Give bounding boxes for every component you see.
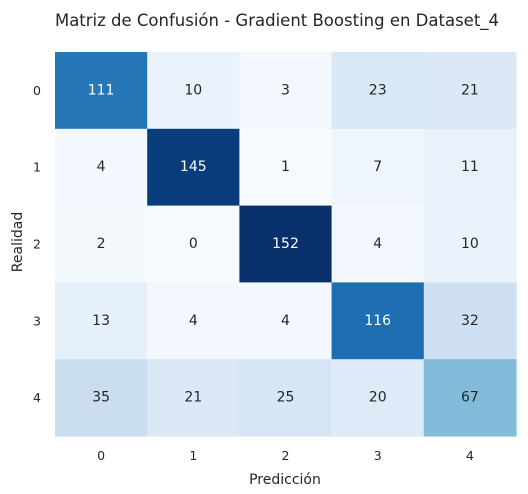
x-tick-label-3: 3 <box>374 448 382 463</box>
heatmap-cell-3-2 <box>239 282 333 360</box>
heatmap-cell-1-2 <box>239 128 333 207</box>
heatmap-cell-4-1 <box>147 359 240 437</box>
y-tick-label-0: 0 <box>33 83 41 98</box>
cell-value-label-2-2: 152 <box>272 236 299 252</box>
heatmap-cell-1-0 <box>55 128 148 207</box>
x-tick-labels: 0 1 2 3 4 <box>97 448 474 463</box>
y-tick-label-3: 3 <box>33 313 41 328</box>
heatmap-cell-2-3 <box>331 205 425 283</box>
cell-value-label-0-0: 111 <box>88 82 115 98</box>
cell-value-label-1-0: 4 <box>97 159 106 175</box>
chart-title: Matriz de Confusión - Gradient Boosting … <box>55 11 499 31</box>
heatmap-cell-4-0 <box>55 359 148 437</box>
cell-value-label-0-2: 3 <box>281 82 290 98</box>
cell-value-label-4-4: 67 <box>461 390 479 406</box>
heatmap-cell-2-0 <box>55 205 148 283</box>
heatmap-cell-3-1 <box>147 282 240 360</box>
cell-value-label-1-3: 7 <box>373 159 382 175</box>
cell-value-label-2-1: 0 <box>189 236 198 252</box>
cell-value-label-0-3: 23 <box>369 82 387 98</box>
heatmap-cell-0-3 <box>331 52 425 130</box>
cell-value-label-4-2: 25 <box>277 390 295 406</box>
cell-value-label-1-2: 1 <box>281 159 290 175</box>
cell-value-label-4-0: 35 <box>92 390 110 406</box>
heatmap-cell-3-3 <box>331 282 425 360</box>
cell-value-label-1-1: 145 <box>180 159 207 175</box>
cell-value-label-2-3: 4 <box>373 236 382 252</box>
heatmap-cell-1-1 <box>147 128 240 207</box>
y-tick-label-1: 1 <box>33 160 41 175</box>
heatmap-cell-0-4 <box>423 52 517 130</box>
cell-value-label-3-4: 32 <box>461 313 479 329</box>
heatmap-cell-1-3 <box>331 128 425 207</box>
heatmap-cell-4-3 <box>331 359 425 437</box>
heatmap-cell-3-4 <box>423 282 517 360</box>
heatmap-cell-1-4 <box>423 128 517 207</box>
cell-value-label-1-4: 11 <box>461 159 479 175</box>
cell-value-label-2-4: 10 <box>461 236 479 252</box>
cell-value-label-4-3: 20 <box>369 390 387 406</box>
cell-value-label-3-0: 13 <box>92 313 110 329</box>
x-tick-label-0: 0 <box>97 448 105 463</box>
x-tick-label-1: 1 <box>189 448 197 463</box>
heatmap-cell-2-4 <box>423 205 517 283</box>
y-axis-label: Realidad <box>10 212 26 272</box>
cell-value-label-3-3: 116 <box>364 313 391 329</box>
heatmap-cell-4-2 <box>239 359 333 437</box>
cell-value-label-0-1: 10 <box>184 82 202 98</box>
cell-value-label-4-1: 21 <box>184 390 202 406</box>
heatmap-cell-0-0 <box>55 52 148 130</box>
heatmap-cell-0-2 <box>239 52 333 130</box>
x-axis-label: Predicción <box>249 472 321 488</box>
heatmap-cell-4-4 <box>423 359 517 437</box>
cell-value-label-3-1: 4 <box>189 313 198 329</box>
y-tick-labels: 0 1 2 3 4 <box>33 83 41 405</box>
x-tick-label-4: 4 <box>466 448 474 463</box>
cell-value-label-0-4: 21 <box>461 82 479 98</box>
heatmap-cell-2-2 <box>239 205 333 283</box>
y-tick-label-2: 2 <box>33 237 41 252</box>
cell-value-label-2-0: 2 <box>97 236 106 252</box>
cell-value-label-3-2: 4 <box>281 313 290 329</box>
x-tick-label-2: 2 <box>282 448 290 463</box>
heatmap-cell-3-0 <box>55 282 148 360</box>
heatmap-cell-0-1 <box>147 52 240 130</box>
heatmap-cell-2-1 <box>147 205 240 283</box>
y-tick-label-4: 4 <box>33 390 41 405</box>
